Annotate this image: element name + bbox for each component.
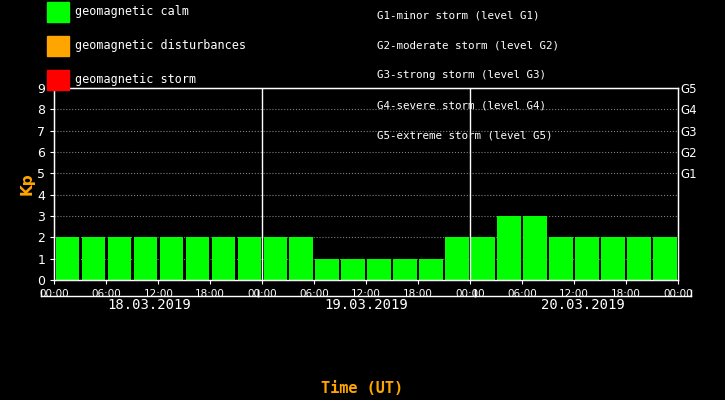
Bar xyxy=(263,237,287,280)
Bar xyxy=(394,259,417,280)
Bar xyxy=(575,237,599,280)
Bar xyxy=(315,259,339,280)
Text: Time (UT): Time (UT) xyxy=(321,381,404,396)
Bar xyxy=(341,259,365,280)
Bar xyxy=(445,237,469,280)
Text: 18.03.2019: 18.03.2019 xyxy=(107,298,191,312)
Text: G5-extreme storm (level G5): G5-extreme storm (level G5) xyxy=(377,130,552,140)
Bar xyxy=(653,237,676,280)
Bar xyxy=(133,237,157,280)
Bar xyxy=(497,216,521,280)
Text: 20.03.2019: 20.03.2019 xyxy=(541,298,625,312)
Bar xyxy=(627,237,650,280)
Bar xyxy=(368,259,391,280)
Bar xyxy=(419,259,443,280)
Bar xyxy=(238,237,261,280)
Text: G3-strong storm (level G3): G3-strong storm (level G3) xyxy=(377,70,546,80)
Bar xyxy=(212,237,235,280)
Text: 19.03.2019: 19.03.2019 xyxy=(324,298,408,312)
Bar xyxy=(186,237,209,280)
Text: G4-severe storm (level G4): G4-severe storm (level G4) xyxy=(377,100,546,110)
Y-axis label: Kp: Kp xyxy=(20,173,35,195)
Text: G2-moderate storm (level G2): G2-moderate storm (level G2) xyxy=(377,40,559,50)
Text: G1-minor storm (level G1): G1-minor storm (level G1) xyxy=(377,10,539,20)
Bar xyxy=(56,237,79,280)
Bar xyxy=(550,237,573,280)
Bar xyxy=(289,237,313,280)
Bar xyxy=(82,237,105,280)
Bar xyxy=(471,237,494,280)
Bar xyxy=(523,216,547,280)
Text: geomagnetic disturbances: geomagnetic disturbances xyxy=(75,40,246,52)
Bar xyxy=(601,237,625,280)
Bar xyxy=(160,237,183,280)
Text: geomagnetic storm: geomagnetic storm xyxy=(75,74,196,86)
Bar xyxy=(107,237,131,280)
Text: geomagnetic calm: geomagnetic calm xyxy=(75,6,188,18)
